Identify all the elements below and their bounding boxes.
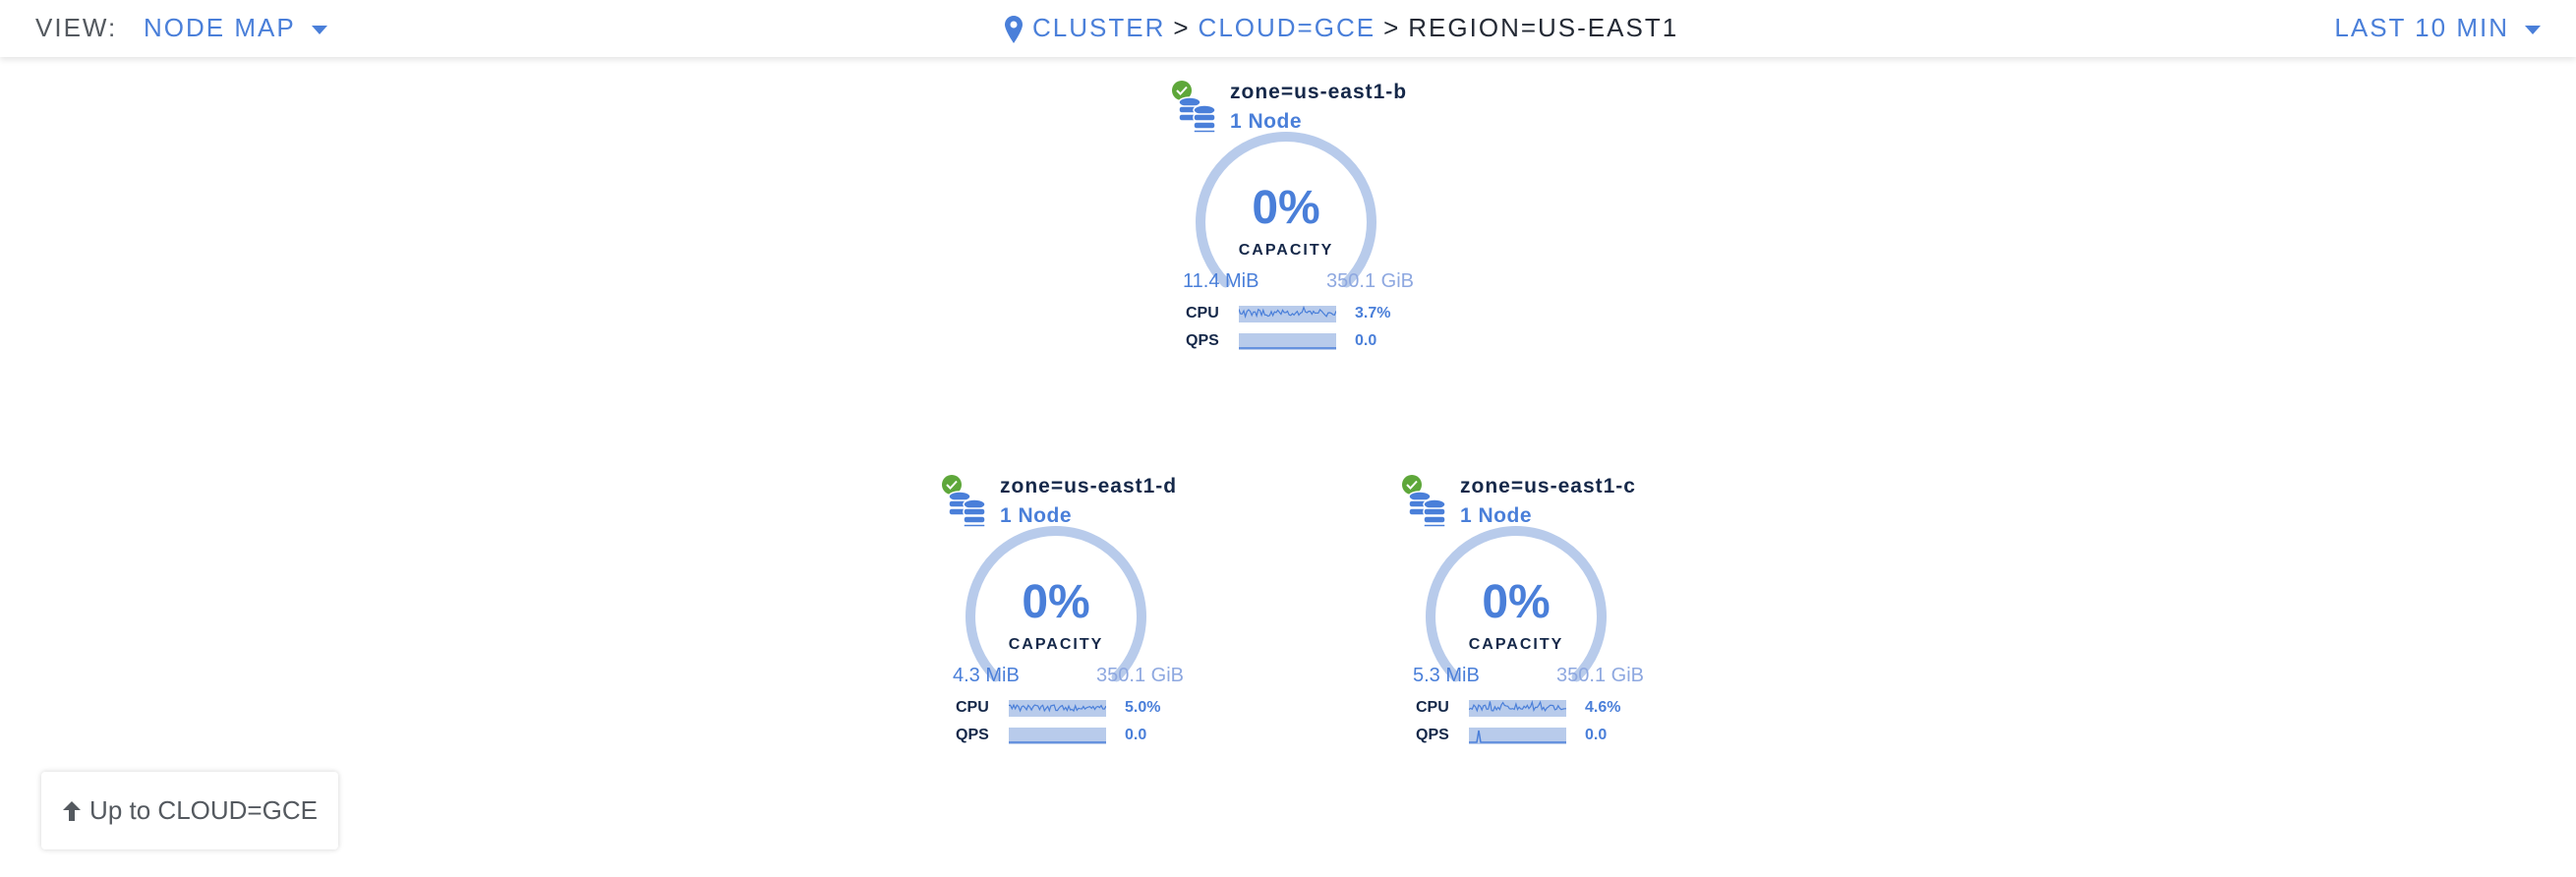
used-capacity: 5.3 MiB (1413, 665, 1480, 686)
qps-label: QPS (1416, 727, 1449, 743)
healthy-check-icon (1172, 81, 1192, 100)
locality-title[interactable]: zone=us-east1-b (1230, 81, 1408, 103)
healthy-check-icon (1402, 475, 1422, 495)
capacity-gauge (1426, 526, 1607, 682)
qps-value: 0.0 (1585, 727, 1608, 743)
chevron-down-icon (311, 25, 327, 34)
healthy-check-icon (942, 475, 962, 495)
cpu-value: 4.6% (1585, 699, 1621, 716)
time-range-dropdown[interactable]: LAST 10 MIN (2334, 11, 2541, 44)
qps-label: QPS (956, 727, 989, 743)
locality-title[interactable]: zone=us-east1-d (1000, 475, 1178, 497)
breadcrumb-cloud[interactable]: CLOUD=GCE (1198, 13, 1376, 42)
breadcrumb-cluster[interactable]: CLUSTER (1032, 13, 1166, 42)
node-count: 1 Node (1460, 504, 1533, 527)
capacity-caption: CAPACITY (1468, 636, 1564, 653)
capacity-gauge (966, 526, 1146, 682)
node-count: 1 Node (1000, 504, 1073, 527)
cpu-value: 5.0% (1125, 699, 1161, 716)
view-dropdown[interactable]: NODE MAP (144, 11, 327, 44)
top-bar: VIEW: NODE MAP CLUSTER > CLOUD=GCE > REGION=… (0, 0, 2576, 57)
database-icon (1178, 96, 1216, 134)
capacity-caption: CAPACITY (1008, 636, 1104, 653)
qps-value: 0.0 (1125, 727, 1147, 743)
node-count: 1 Node (1230, 110, 1303, 133)
chevron-down-icon (2525, 25, 2541, 34)
capacity-gauge (1196, 132, 1376, 288)
total-capacity: 350.1 GiB (1326, 270, 1414, 292)
up-to-cloud-button[interactable]: Up to CLOUD=GCE (41, 772, 338, 849)
database-icon (948, 491, 986, 528)
qps-value: 0.0 (1355, 332, 1377, 349)
locality-title[interactable]: zone=us-east1-c (1460, 475, 1636, 497)
time-range-value: LAST 10 MIN (2334, 13, 2509, 42)
capacity-percent: 0% (1022, 576, 1090, 628)
cpu-sparkline (1239, 306, 1336, 322)
cpu-label: CPU (956, 699, 989, 716)
total-capacity: 350.1 GiB (1556, 665, 1644, 686)
qps-sparkline (1469, 728, 1566, 744)
cpu-label: CPU (1416, 699, 1449, 716)
qps-sparkline (1009, 728, 1106, 744)
view-value: NODE MAP (144, 13, 296, 42)
cpu-sparkline (1009, 700, 1106, 717)
cpu-value: 3.7% (1355, 305, 1391, 322)
up-button-label: Up to CLOUD=GCE (89, 795, 318, 825)
breadcrumb-region: REGION=US-EAST1 (1408, 13, 1679, 42)
map-pin-icon (1005, 16, 1023, 44)
qps-sparkline (1239, 333, 1336, 350)
capacity-percent: 0% (1482, 576, 1551, 628)
qps-label: QPS (1186, 332, 1219, 349)
capacity-percent: 0% (1252, 182, 1320, 234)
cpu-sparkline (1469, 700, 1566, 717)
breadcrumb-separator: > (1173, 13, 1191, 42)
used-capacity: 11.4 MiB (1183, 270, 1259, 292)
capacity-caption: CAPACITY (1238, 242, 1334, 259)
breadcrumb: CLUSTER > CLOUD=GCE > REGION=US-EAST1 (1005, 11, 1678, 44)
breadcrumb-separator: > (1383, 13, 1401, 42)
arrow-up-icon (63, 800, 82, 821)
database-icon (1408, 491, 1446, 528)
used-capacity: 4.3 MiB (953, 665, 1020, 686)
view-label: VIEW: (35, 13, 118, 42)
cpu-label: CPU (1186, 305, 1219, 322)
total-capacity: 350.1 GiB (1096, 665, 1184, 686)
